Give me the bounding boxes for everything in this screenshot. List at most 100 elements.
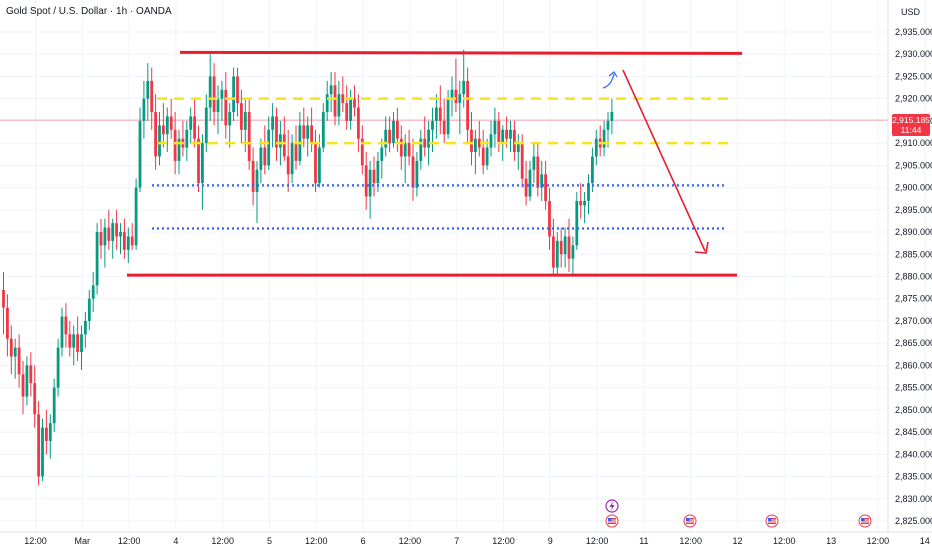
- candle-body: [290, 143, 294, 175]
- candle: [193, 98, 196, 148]
- price-tick-label: 2,850.000: [895, 405, 932, 415]
- candle: [477, 120, 481, 157]
- candle-body: [524, 178, 528, 197]
- candle: [111, 218, 115, 259]
- candle: [29, 352, 33, 397]
- candle: [56, 338, 60, 397]
- candle-body: [532, 156, 536, 170]
- candle-body: [255, 169, 259, 193]
- time-tick-label: 12:00: [492, 536, 515, 546]
- candle-body: [337, 94, 341, 117]
- candle-body: [321, 112, 325, 148]
- candle-body: [411, 156, 415, 188]
- price-tick-label: 2,825.000: [895, 516, 932, 526]
- candle-body: [435, 107, 438, 121]
- candle-body: [76, 334, 79, 353]
- candle: [25, 356, 29, 406]
- time-tick-label: 12:00: [211, 536, 234, 546]
- us-flag-event-icon[interactable]: [858, 514, 872, 528]
- price-tick-label: 2,865.000: [895, 338, 932, 348]
- price-tick-label: 2,875.000: [895, 294, 932, 304]
- candle-body: [115, 223, 118, 237]
- candle: [212, 63, 216, 126]
- price-tick-label: 2,885.000: [895, 249, 932, 259]
- candle: [103, 218, 107, 268]
- bullish-arrow-line: [602, 73, 615, 89]
- candle: [306, 116, 310, 157]
- time-tick-label: 11: [639, 536, 648, 546]
- lightning-event-icon[interactable]: [605, 499, 619, 513]
- candle-body: [150, 80, 154, 113]
- candle-body: [119, 232, 122, 237]
- candle: [84, 312, 87, 348]
- candle: [68, 320, 72, 357]
- time-tick-label: 12:00: [24, 536, 47, 546]
- candle: [341, 76, 345, 113]
- candle: [470, 112, 473, 166]
- candle-body: [485, 147, 489, 166]
- candle: [536, 143, 540, 197]
- candle: [399, 125, 403, 170]
- candle: [555, 232, 559, 277]
- candle-body: [134, 187, 138, 246]
- last-price-tag-bg: [892, 114, 930, 136]
- us-flag-event-icon[interactable]: [683, 514, 697, 528]
- candle: [282, 116, 286, 161]
- candle: [138, 107, 142, 193]
- candle-body: [501, 129, 505, 144]
- time-tick-label: 12: [732, 536, 742, 546]
- candle: [154, 94, 157, 170]
- candle: [99, 218, 103, 259]
- candle: [524, 160, 528, 206]
- price-unit-label[interactable]: USD: [901, 7, 921, 17]
- candle-body: [314, 143, 317, 184]
- candle: [321, 103, 325, 153]
- candle: [162, 103, 165, 148]
- candle: [438, 85, 442, 135]
- candle: [216, 85, 220, 135]
- candle-body: [56, 347, 60, 388]
- candle-body: [403, 143, 407, 157]
- candle: [372, 156, 376, 197]
- plot-area[interactable]: [0, 0, 888, 532]
- candle-body: [516, 143, 520, 153]
- candle-body: [310, 125, 313, 144]
- candle: [169, 98, 173, 139]
- price-tick-label: 2,895.000: [895, 205, 932, 215]
- time-tick-label: 12:00: [679, 536, 702, 546]
- candle-body: [567, 236, 571, 259]
- candle-body: [294, 143, 298, 161]
- candle: [415, 152, 419, 197]
- candle-body: [87, 298, 91, 321]
- candle: [142, 80, 146, 139]
- candle-body: [489, 134, 493, 148]
- candle: [423, 116, 427, 157]
- candle-body: [259, 147, 263, 170]
- candle: [60, 307, 64, 357]
- last-price-tag: 2,915.185 11:44: [892, 114, 930, 136]
- candle-body: [544, 174, 547, 201]
- candle-body: [162, 125, 165, 135]
- candle-body: [571, 245, 575, 259]
- price-tick-label: 2,935.000: [895, 27, 932, 37]
- candle: [45, 409, 48, 455]
- candle: [384, 116, 388, 157]
- time-tick-label: 4: [173, 536, 178, 546]
- candle: [201, 134, 204, 210]
- candle: [310, 107, 313, 153]
- us-flag-event-icon[interactable]: [605, 514, 619, 528]
- candle-body: [481, 147, 485, 166]
- candle: [294, 125, 298, 170]
- price-tick-label: 2,860.000: [895, 360, 932, 370]
- time-axis[interactable]: 12:00 Mar 12:00 4 12:00 5 12:00 6 12:00 7 12:00 9 12…: [24, 536, 932, 546]
- us-flag-event-icon[interactable]: [765, 514, 779, 528]
- candle-body: [95, 232, 99, 286]
- candle-body: [442, 120, 446, 135]
- candle: [302, 107, 306, 148]
- candle: [13, 338, 17, 379]
- candle: [314, 129, 317, 193]
- price-axis[interactable]: 2,825.000 2,830.000 2,835.000 2,840.000 2,84…: [895, 27, 932, 526]
- candle: [275, 107, 278, 161]
- candle-body: [399, 138, 403, 157]
